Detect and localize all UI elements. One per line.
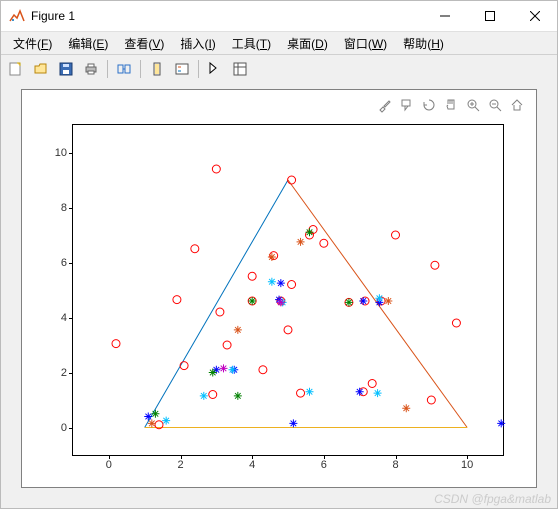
watermark: CSDN @fpga&matlab (434, 492, 551, 506)
toolbar-separator (107, 60, 108, 78)
menu-view[interactable]: 查看(V) (116, 33, 172, 54)
zoom-out-icon[interactable] (486, 96, 504, 114)
insert-colorbar-icon[interactable] (145, 57, 169, 81)
figure-window: Figure 1 文件(F) 编辑(E) 查看(V) 插入(I) 工具(T) 桌… (0, 0, 558, 509)
menu-tools[interactable]: 工具(T) (224, 33, 279, 54)
axes-toolbar (376, 96, 526, 114)
close-button[interactable] (512, 1, 557, 31)
axes-panel: 02468100246810 (21, 89, 537, 488)
insert-legend-icon[interactable] (170, 57, 194, 81)
menu-help[interactable]: 帮助(H) (395, 33, 452, 54)
new-figure-icon[interactable] (4, 57, 28, 81)
restore-view-icon[interactable] (508, 96, 526, 114)
save-icon[interactable] (54, 57, 78, 81)
edit-plot-icon[interactable] (203, 57, 227, 81)
brush-icon[interactable] (376, 96, 394, 114)
window-title: Figure 1 (31, 9, 422, 23)
zoom-in-icon[interactable] (464, 96, 482, 114)
plot-svg (73, 125, 503, 455)
open-icon[interactable] (29, 57, 53, 81)
minimize-button[interactable] (422, 1, 467, 31)
menu-file[interactable]: 文件(F) (5, 33, 60, 54)
menu-desktop[interactable]: 桌面(D) (279, 33, 336, 54)
menubar: 文件(F) 编辑(E) 查看(V) 插入(I) 工具(T) 桌面(D) 窗口(W… (1, 32, 557, 55)
open-property-inspector-icon[interactable] (228, 57, 252, 81)
matlab-figure-icon (9, 8, 25, 24)
link-axes-icon[interactable] (112, 57, 136, 81)
rotate-icon[interactable] (420, 96, 438, 114)
datatip-icon[interactable] (398, 96, 416, 114)
maximize-button[interactable] (467, 1, 512, 31)
menu-edit[interactable]: 编辑(E) (60, 33, 116, 54)
toolbar-separator (140, 60, 141, 78)
menu-insert[interactable]: 插入(I) (172, 33, 223, 54)
toolbar-separator (198, 60, 199, 78)
pan-icon[interactable] (442, 96, 460, 114)
axes[interactable]: 02468100246810 (72, 124, 504, 456)
figure-area: 02468100246810 CSDN @fpga&matlab (1, 83, 557, 508)
titlebar: Figure 1 (1, 1, 557, 32)
toolbar (1, 55, 557, 84)
print-icon[interactable] (79, 57, 103, 81)
menu-window[interactable]: 窗口(W) (336, 33, 395, 54)
